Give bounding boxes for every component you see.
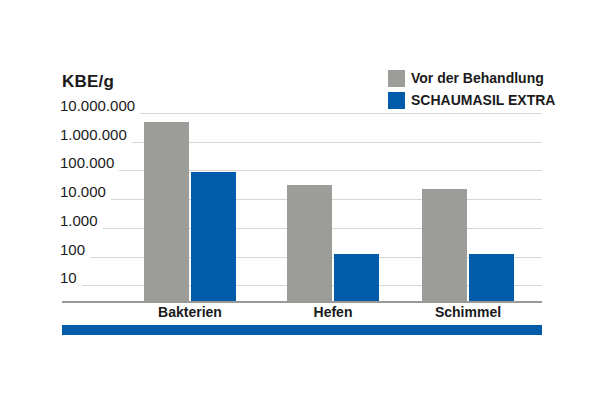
y-tick-label-100-000: 100.000 bbox=[60, 154, 119, 172]
category-label-bakterien: Bakterien bbox=[158, 304, 222, 320]
category-label-hefen: Hefen bbox=[314, 304, 353, 320]
category-label-schimmel: Schimmel bbox=[435, 304, 501, 320]
plot-area bbox=[62, 113, 542, 303]
bar-vor-der-behandlung-hefen bbox=[287, 185, 332, 301]
y-tick-label-1-000-000: 1.000.000 bbox=[60, 126, 132, 144]
legend-item-before-treatment: Vor der Behandlung bbox=[388, 70, 555, 87]
bottom-accent-bar bbox=[62, 325, 542, 335]
legend-label-schaumasil: SCHAUMASIL EXTRA bbox=[411, 92, 555, 109]
y-tick-label-10: 10 bbox=[60, 269, 82, 287]
legend-swatch-gray bbox=[388, 70, 405, 87]
bar-schaumasil-extra-schimmel bbox=[469, 254, 514, 301]
bar-schaumasil-extra-bakterien bbox=[191, 172, 236, 301]
gridline-1-000-000 bbox=[62, 142, 542, 143]
chart-canvas: KBE/g Vor der Behandlung SCHAUMASIL EXTR… bbox=[0, 0, 608, 405]
bar-vor-der-behandlung-bakterien bbox=[144, 122, 189, 301]
bar-vor-der-behandlung-schimmel bbox=[422, 189, 467, 301]
legend-item-schaumasil: SCHAUMASIL EXTRA bbox=[388, 92, 555, 109]
y-tick-label-10-000-000: 10.000.000 bbox=[60, 97, 140, 115]
bar-schaumasil-extra-hefen bbox=[334, 254, 379, 301]
y-tick-label-1-000: 1.000 bbox=[60, 212, 103, 230]
y-tick-label-10-000: 10.000 bbox=[60, 183, 111, 201]
legend-label-before-treatment: Vor der Behandlung bbox=[411, 70, 544, 87]
legend-swatch-blue bbox=[388, 92, 405, 109]
y-axis-title: KBE/g bbox=[62, 72, 114, 92]
y-tick-label-100: 100 bbox=[60, 241, 90, 259]
gridline-100-000 bbox=[62, 170, 542, 171]
legend: Vor der Behandlung SCHAUMASIL EXTRA bbox=[388, 70, 555, 109]
